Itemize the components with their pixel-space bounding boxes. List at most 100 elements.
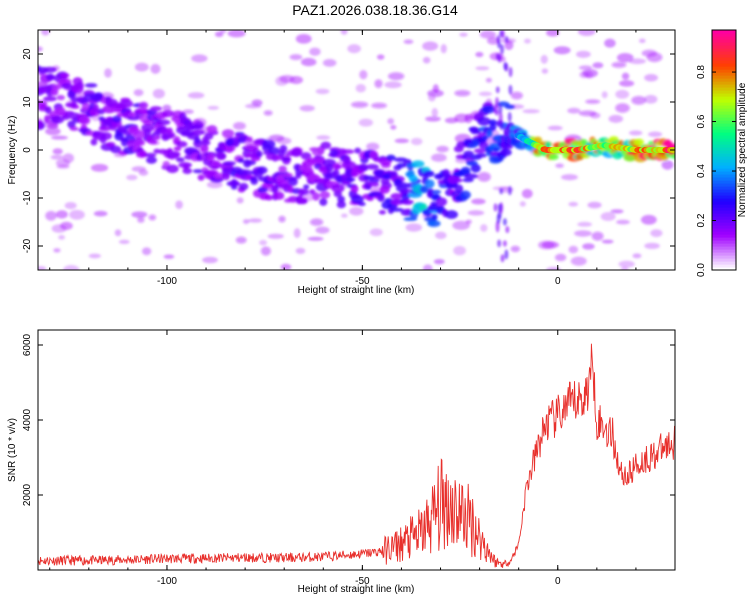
heatmap-cell	[182, 109, 194, 114]
heatmap-cell	[50, 135, 69, 140]
heatmap-cell	[591, 231, 604, 241]
snr-series-line	[38, 343, 675, 568]
heatmap-cell	[555, 163, 564, 168]
heatmap-cell	[221, 129, 235, 138]
heatmap-cell	[303, 165, 313, 173]
heatmap-cell	[295, 247, 306, 255]
heatmap-cell	[388, 72, 405, 81]
heatmap-cell	[507, 185, 512, 196]
colorbar-swatch	[712, 171, 736, 175]
heatmap-cell	[541, 68, 549, 74]
heatmap-cell	[495, 86, 500, 94]
colorbar-swatch	[712, 204, 736, 208]
heatmap-cell	[577, 221, 592, 227]
heatmap-cell	[175, 157, 185, 163]
heatmap-cell	[554, 253, 567, 262]
heatmap-cell	[225, 138, 235, 147]
heatmap-cell	[145, 156, 157, 164]
heatmap-cell	[440, 43, 447, 54]
colorbar-swatch	[712, 99, 736, 103]
heatmap-cell	[175, 200, 183, 209]
heatmap-cell	[39, 103, 47, 109]
colorbar-swatch	[712, 111, 736, 115]
heatmap-cell	[38, 266, 47, 270]
heatmap-cell	[316, 135, 331, 140]
heatmap-cell	[98, 125, 112, 132]
heatmap-cell	[222, 161, 236, 166]
heatmap-cell	[401, 199, 414, 205]
heatmap-cell	[132, 130, 147, 139]
heatmap-cell	[475, 66, 490, 71]
colorbar-swatch	[712, 189, 736, 193]
heatmap-cell	[498, 104, 503, 114]
heatmap-cell	[192, 169, 204, 174]
heatmap-cell	[502, 218, 507, 226]
heatmap-cell	[206, 153, 215, 162]
heatmap-cell	[320, 141, 332, 150]
colorbar-swatch	[712, 126, 736, 130]
heatmap-cell	[374, 79, 383, 89]
colorbar-swatch	[712, 216, 736, 220]
heatmap-cell	[319, 198, 328, 206]
colorbar-swatch	[712, 192, 736, 196]
heatmap-cell	[461, 154, 471, 160]
x-tick-label: -50	[355, 276, 370, 287]
heatmap-cell	[631, 95, 647, 105]
heatmap-cell	[390, 193, 403, 200]
heatmap-cell	[176, 141, 188, 148]
heatmap-cell	[547, 125, 563, 131]
heatmap-cell	[303, 184, 310, 190]
heatmap-cell	[548, 153, 559, 160]
heatmap-cell	[90, 163, 109, 172]
heatmap-cell	[369, 228, 383, 237]
heatmap-cell	[553, 46, 571, 55]
heatmap-cell	[587, 201, 602, 209]
colorbar-swatch	[712, 72, 736, 76]
heatmap-cell	[93, 210, 108, 217]
heatmap-cell	[222, 173, 230, 181]
heatmap-cell	[50, 88, 59, 96]
heatmap-cell	[256, 150, 263, 158]
heatmap-cell	[427, 187, 434, 197]
heatmap-cell	[568, 245, 579, 254]
heatmap-cell	[156, 119, 171, 126]
heatmap-cell	[425, 116, 441, 122]
colorbar-swatch	[712, 243, 736, 247]
heatmap-cell	[497, 203, 502, 211]
heatmap-cell	[377, 194, 385, 202]
colorbar-swatch	[712, 114, 736, 118]
heatmap-cell	[386, 154, 396, 161]
y-tick-label: 6000	[22, 333, 33, 356]
heatmap-cell	[248, 218, 262, 223]
heatmap-cell	[215, 152, 227, 161]
colorbar-swatch	[712, 30, 736, 34]
colorbar-swatch	[712, 177, 736, 181]
heatmap-cell	[433, 258, 445, 265]
colorbar-swatch	[712, 117, 736, 121]
heatmap-cell	[460, 166, 471, 174]
heatmap-cell	[194, 136, 201, 144]
heatmap-cell	[619, 80, 635, 87]
heatmap-cell	[38, 119, 44, 129]
colorbar-swatch	[712, 144, 736, 148]
heatmap-cell	[489, 123, 497, 132]
colorbar-swatch	[712, 219, 736, 223]
heatmap-cell	[546, 30, 560, 37]
colorbar-tick-label: 0.6	[696, 114, 707, 128]
heatmap-cell	[337, 195, 346, 203]
colorbar-swatch	[712, 108, 736, 112]
heatmap-cell	[419, 185, 429, 194]
y-tick-label: 10	[22, 96, 33, 108]
heatmap-cell	[497, 41, 502, 49]
colorbar-swatch	[712, 60, 736, 64]
heatmap-cell	[287, 195, 299, 203]
heatmap-cell	[133, 89, 144, 97]
colorbar-swatch	[712, 246, 736, 250]
heatmap-cell	[454, 89, 471, 97]
heatmap-cell	[475, 51, 484, 58]
colorbar-swatch	[712, 54, 736, 58]
heatmap-cell	[211, 161, 221, 167]
heatmap-cell	[506, 125, 511, 136]
colorbar-swatch	[712, 174, 736, 178]
colorbar-swatch	[712, 147, 736, 151]
